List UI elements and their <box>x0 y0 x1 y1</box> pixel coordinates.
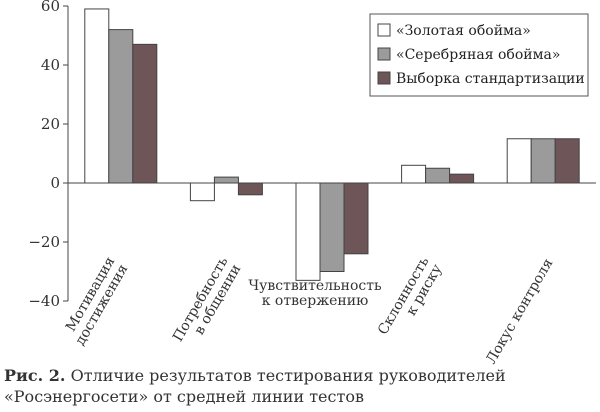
bar <box>506 138 532 184</box>
bar <box>108 29 134 184</box>
bar <box>319 182 345 272</box>
y-tick-label: −20 <box>28 233 60 251</box>
y-tick-label: −40 <box>28 292 60 310</box>
bar <box>530 138 556 184</box>
chart-legend: «Золотая обойма» «Серебряная обойма» Выбор… <box>369 13 589 97</box>
bar <box>401 164 427 184</box>
legend-swatch <box>377 47 391 61</box>
category-label: Локус контроля <box>483 256 556 365</box>
bar <box>449 173 475 184</box>
legend-label: «Золотая обойма» <box>396 23 531 39</box>
y-tick-label: 60 <box>41 0 60 15</box>
caption-text: Отличие результатов тестирования руковод… <box>4 366 506 406</box>
bar <box>554 138 580 184</box>
category-label: к отвержению <box>262 293 369 309</box>
category-label-group: Локус контроля <box>483 256 556 365</box>
legend-label: «Серебряная обойма» <box>396 47 560 63</box>
bar <box>343 182 369 255</box>
y-tick-labels: 60 40 20 0 −20 −40 <box>28 0 60 310</box>
bar <box>295 182 321 281</box>
caption-label: Рис. 2. <box>4 366 66 385</box>
bar <box>425 167 451 184</box>
bar <box>213 176 239 184</box>
bar <box>189 182 215 202</box>
bar <box>237 182 263 196</box>
figure-caption: Рис. 2. Отличие результатов тестирования… <box>4 365 596 407</box>
y-tick-label: 40 <box>41 56 60 74</box>
legend-swatch <box>377 71 391 85</box>
chart-bars <box>84 8 580 281</box>
y-tick-label: 0 <box>50 174 60 192</box>
legend-box <box>369 13 589 97</box>
y-tick-label: 20 <box>41 115 60 133</box>
legend-swatch <box>377 23 391 37</box>
bar <box>132 43 158 184</box>
legend-label: Выборка стандартизации <box>396 71 585 87</box>
category-label: Чувствительность <box>248 278 382 294</box>
bar <box>84 8 110 184</box>
